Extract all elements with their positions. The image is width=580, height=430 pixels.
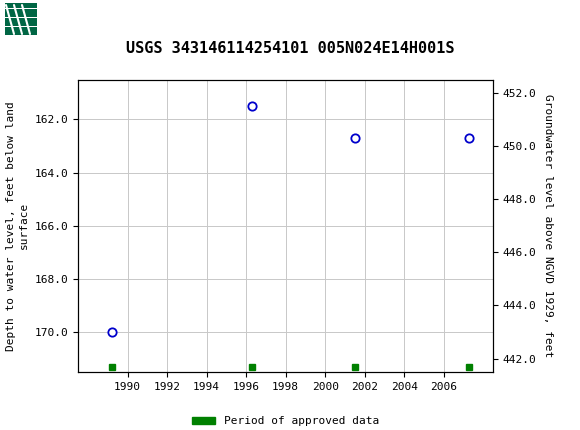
FancyBboxPatch shape [5,18,37,26]
FancyBboxPatch shape [5,3,37,8]
Y-axis label: Groundwater level above NGVD 1929, feet: Groundwater level above NGVD 1929, feet [543,94,553,357]
Text: USGS 343146114254101 005N024E14H001S: USGS 343146114254101 005N024E14H001S [126,41,454,56]
FancyBboxPatch shape [5,27,37,35]
FancyBboxPatch shape [5,9,37,17]
Legend: Period of approved data: Period of approved data [188,412,383,430]
Y-axis label: Depth to water level, feet below land
surface: Depth to water level, feet below land su… [6,101,29,350]
Text: USGS: USGS [44,11,99,29]
FancyBboxPatch shape [4,3,38,37]
